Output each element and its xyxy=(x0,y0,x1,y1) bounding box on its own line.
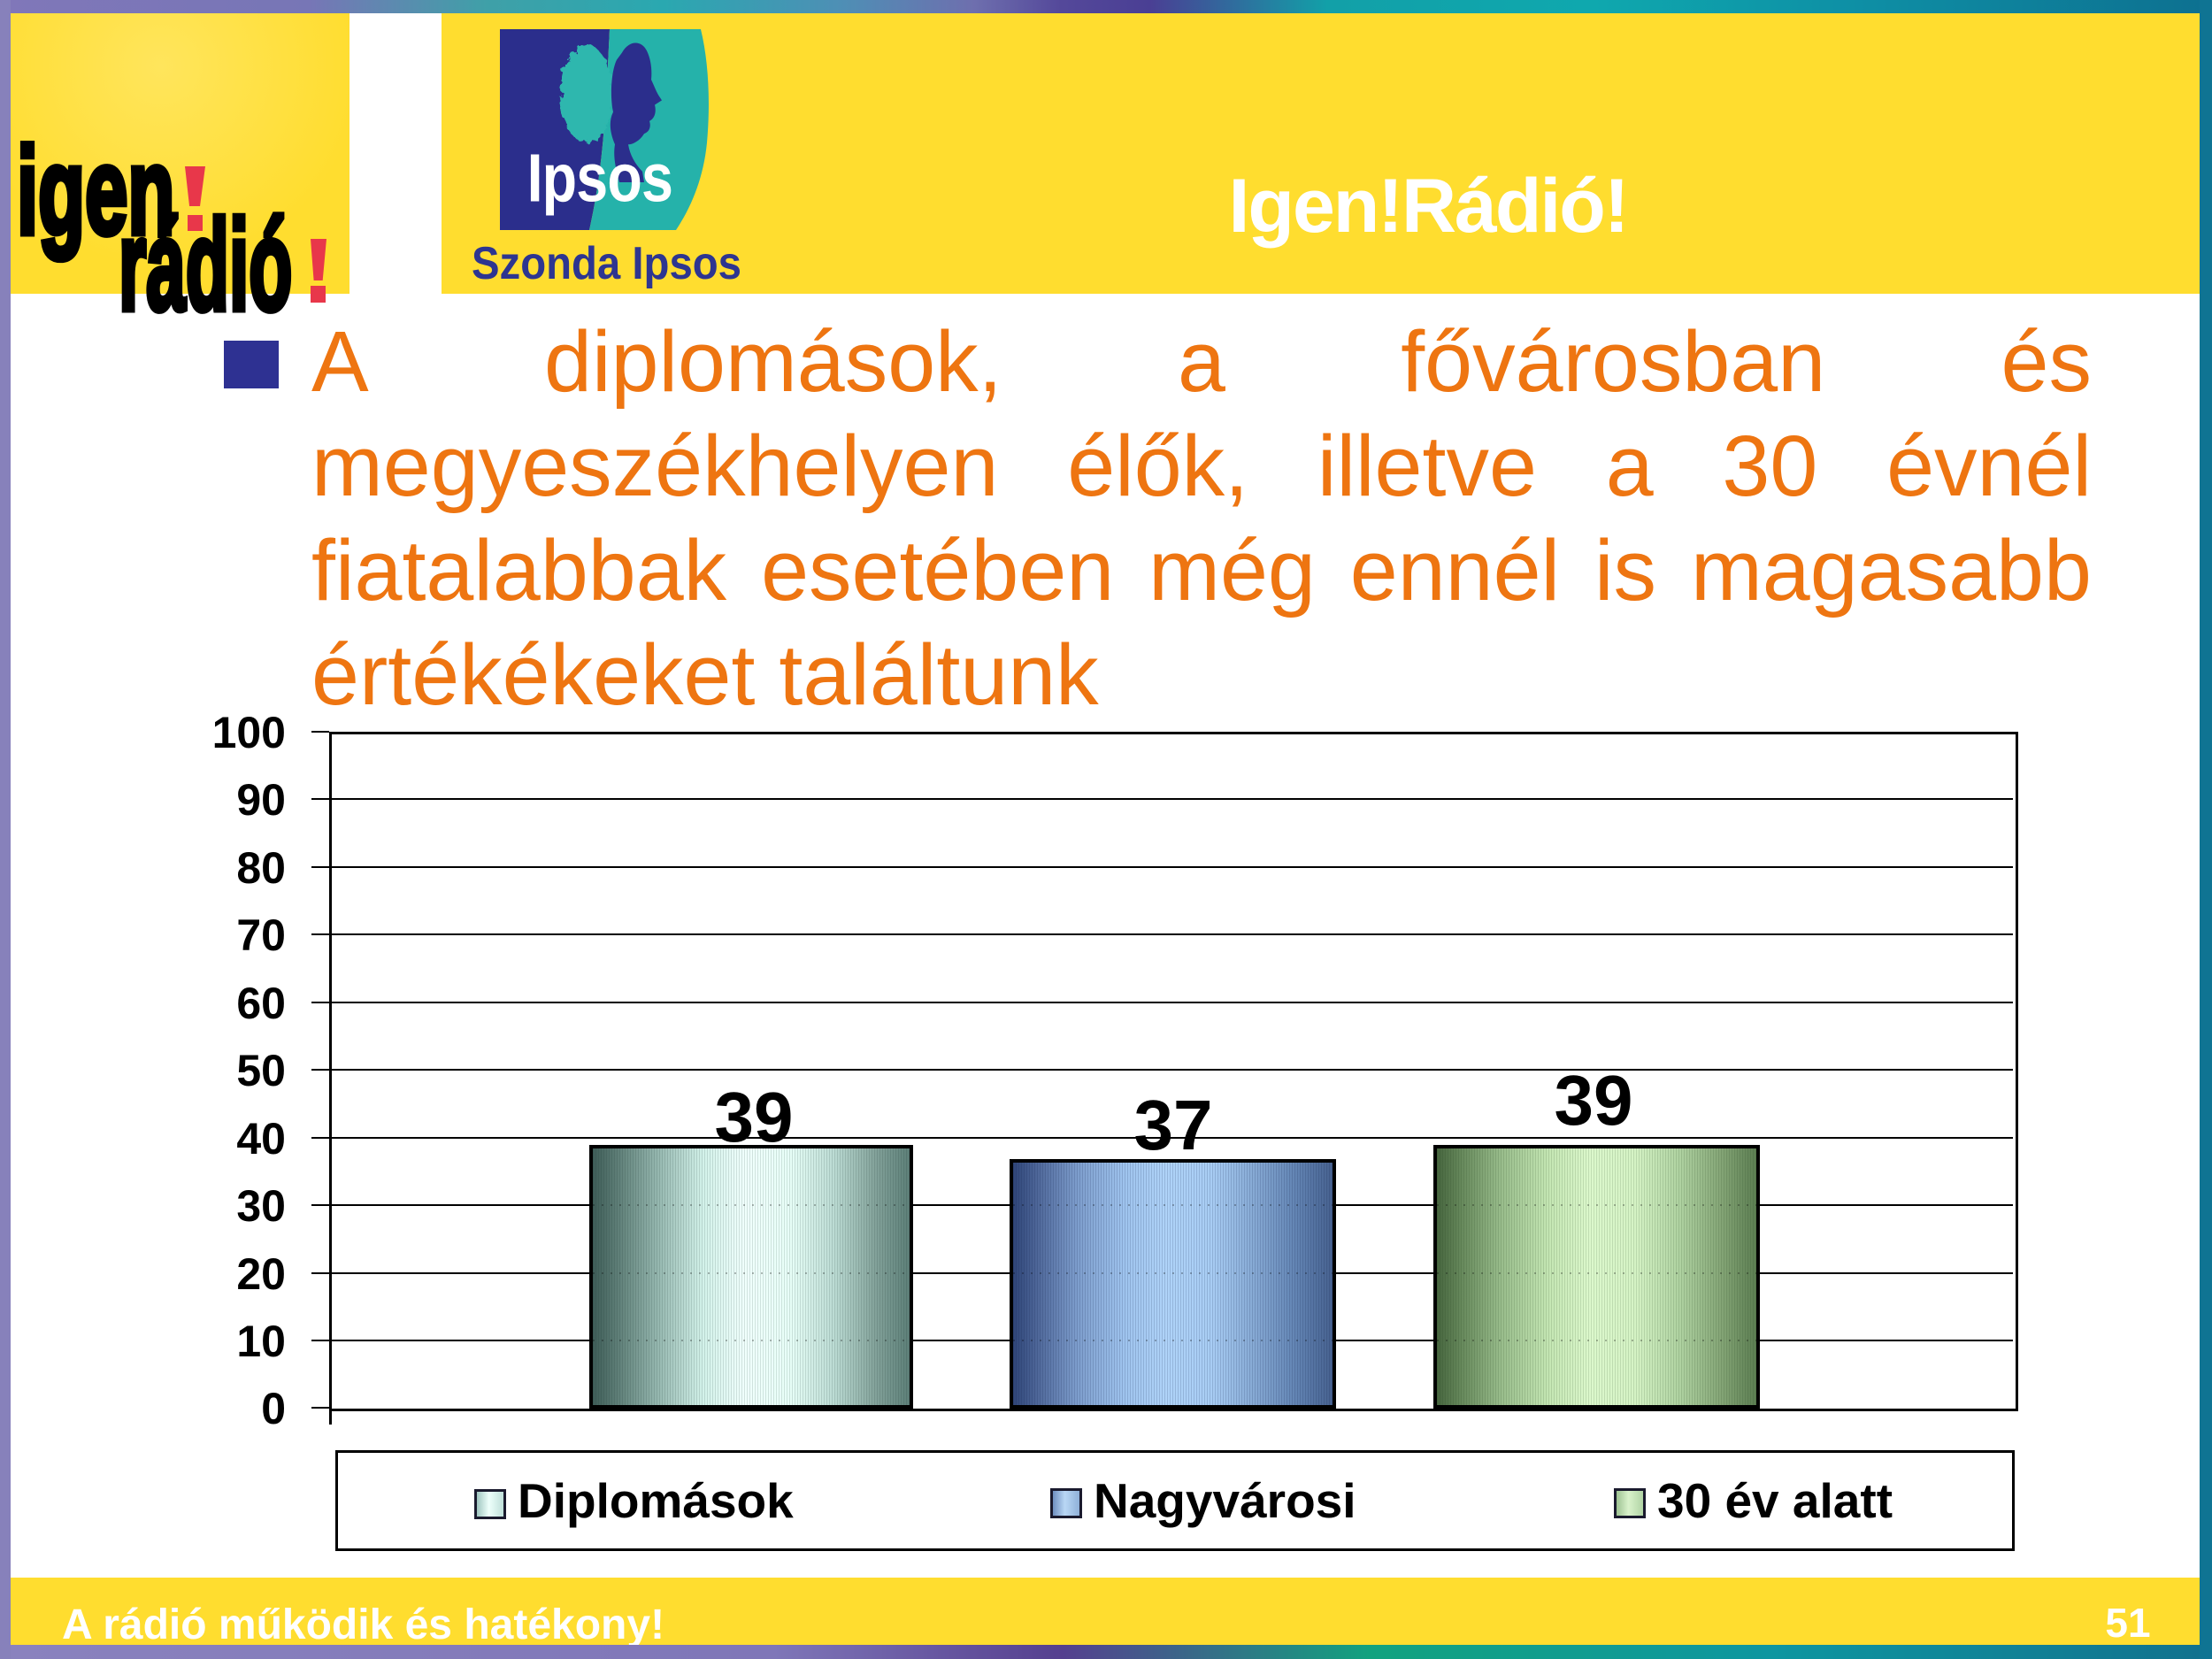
svg-text:Ipsos: Ipsos xyxy=(527,140,672,217)
